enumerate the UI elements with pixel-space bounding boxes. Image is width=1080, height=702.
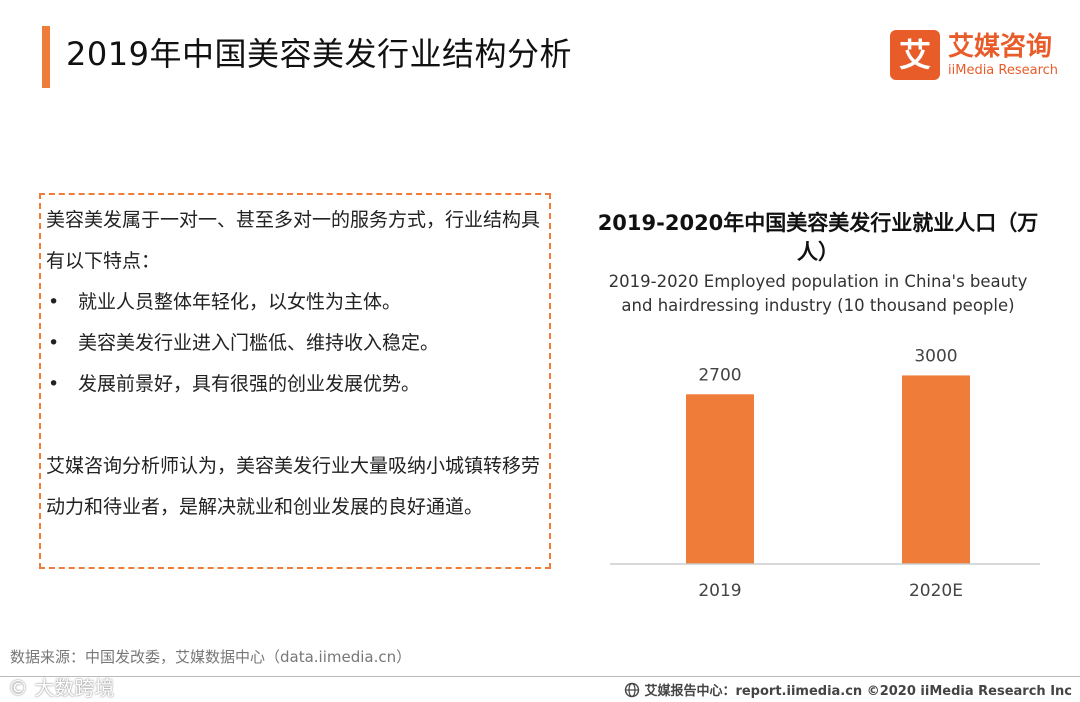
brand-logo[interactable]: 艾 艾媒咨询 iiMedia Research: [890, 30, 1065, 82]
x-tick-label-2019: 2019: [698, 581, 741, 601]
bar-2020E: [902, 375, 970, 564]
bullet-text: 美容美发行业进入门槛低、维持收入稳定。: [78, 332, 440, 354]
bullet-text: 就业人员整体年轻化，以女性为主体。: [78, 291, 402, 313]
watermark: © 大数跨境: [8, 676, 115, 700]
bar-chart: 2700 2019 3000 2020E: [610, 346, 1040, 601]
bar-2019: [686, 394, 754, 564]
data-label-2020E: 3000: [914, 346, 957, 366]
list-item: • 就业人员整体年轻化，以女性为主体。: [46, 282, 439, 323]
title-accent-bar: [42, 26, 50, 88]
list-item: • 发展前景好，具有很强的创业发展优势。: [46, 364, 439, 405]
logo-mark-icon: 艾: [890, 30, 940, 80]
chart-subtitle: 2019-2020 Employed population in China's…: [608, 272, 1028, 315]
chart-title: 2019-2020年中国美容美发行业就业人口（万人）: [597, 211, 1039, 264]
data-label-2019: 2700: [698, 365, 741, 385]
report-center-link[interactable]: 艾媒报告中心：report.iimedia.cn ©2020 iiMedia R…: [624, 680, 1072, 699]
footer-divider: [0, 676, 1080, 677]
intro-text: 美容美发属于一对一、甚至多对一的服务方式，行业结构具有以下特点：: [46, 209, 541, 272]
logo-name-cn: 艾媒咨询: [948, 32, 1053, 62]
logo-name-en: iiMedia Research: [948, 63, 1059, 78]
data-source: 数据来源：中国发改委，艾媒数据中心（data.iimedia.cn）: [10, 648, 412, 666]
analyst-comment: 艾媒咨询分析师认为，美容美发行业大量吸纳小城镇转移劳动力和待业者，是解决就业和创…: [46, 455, 541, 518]
text-panel-border: [39, 193, 551, 569]
x-tick-label-2020E: 2020E: [909, 581, 963, 601]
bullet-text: 发展前景好，具有很强的创业发展优势。: [78, 373, 421, 395]
bullet-icon: •: [48, 373, 60, 395]
report-center-text: 艾媒报告中心：report.iimedia.cn ©2020 iiMedia R…: [644, 684, 1072, 699]
list-item: • 美容美发行业进入门槛低、维持收入稳定。: [46, 323, 439, 364]
bullet-icon: •: [48, 332, 60, 354]
logo-mark-char: 艾: [899, 36, 931, 74]
feature-list: • 就业人员整体年轻化，以女性为主体。 • 美容美发行业进入门槛低、维持收入稳定。 …: [46, 282, 439, 405]
bullet-icon: •: [48, 291, 60, 313]
globe-icon: [625, 682, 640, 697]
page-title: 2019年中国美容美发行业结构分析: [66, 35, 572, 73]
